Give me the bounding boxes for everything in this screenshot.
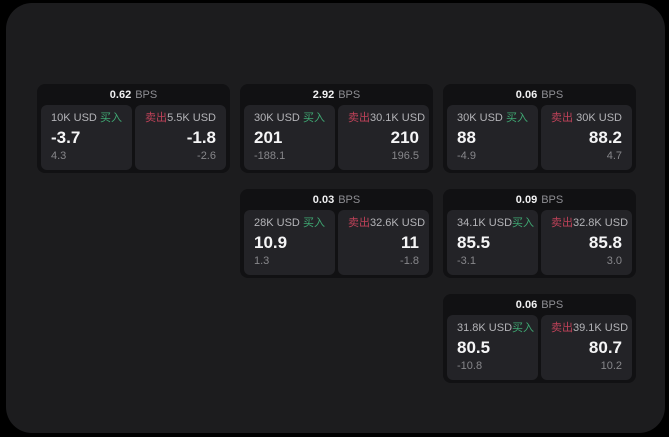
buy-sub-value: -10.8 — [457, 360, 483, 372]
quote-body: 34.1K USD 买入 85.5 -3.1 卖出 32.8K USD 85.8… — [443, 208, 636, 278]
buy-sub-value: -188.1 — [254, 150, 286, 162]
bps-unit-label: BPS — [338, 89, 361, 101]
sell-side-label: 卖出 — [551, 112, 573, 124]
sell-sub-value: 196.5 — [391, 150, 419, 162]
buy-quote-panel[interactable]: 34.1K USD 买入 85.5 -3.1 — [447, 210, 538, 275]
sell-price: 80.7 — [588, 338, 622, 357]
sell-price: 88.2 — [588, 128, 622, 147]
sell-notional: 30K USD — [576, 112, 622, 124]
sell-sub-value: 10.2 — [600, 360, 622, 372]
quote-card-1: 0.62 BPS 10K USD 买入 -3.7 4.3 卖出 5.5K USD… — [37, 84, 230, 173]
sell-sub-value: -1.8 — [400, 255, 419, 267]
sell-notional: 30.1K USD — [370, 112, 426, 124]
buy-sub-value: -3.1 — [457, 255, 476, 267]
buy-sub-value: -4.9 — [457, 150, 476, 162]
sell-quote-panel[interactable]: 卖出 30.1K USD 210 196.5 — [338, 105, 429, 170]
bps-value: 0.03 — [312, 194, 335, 206]
bps-value: 0.06 — [515, 89, 538, 101]
sell-quote-panel[interactable]: 卖出 32.6K USD 11 -1.8 — [338, 210, 429, 275]
sell-notional: 32.8K USD — [573, 217, 629, 229]
bps-header: 0.03 BPS — [240, 189, 433, 208]
bps-unit-label: BPS — [135, 89, 158, 101]
sell-price: 85.8 — [588, 233, 622, 252]
sell-price: -1.8 — [186, 128, 216, 147]
buy-side-label: 买入 — [100, 112, 122, 124]
bps-header: 0.62 BPS — [37, 84, 230, 103]
sell-notional: 5.5K USD — [167, 112, 216, 124]
sell-price: 11 — [401, 233, 419, 252]
bps-header: 0.06 BPS — [443, 294, 636, 313]
sell-side-label: 卖出 — [348, 217, 370, 229]
buy-notional: 10K USD — [51, 112, 97, 124]
quote-card-3: 0.06 BPS 30K USD 买入 88 -4.9 卖出 30K USD 8… — [443, 84, 636, 173]
sell-side-label: 卖出 — [145, 112, 167, 124]
sell-quote-panel[interactable]: 卖出 39.1K USD 80.7 10.2 — [541, 315, 632, 380]
buy-notional: 30K USD — [254, 112, 300, 124]
buy-side-label: 买入 — [512, 217, 535, 229]
buy-side-label: 买入 — [303, 217, 325, 229]
buy-price: 88 — [457, 128, 476, 147]
quote-body: 30K USD 买入 201 -188.1 卖出 30.1K USD 210 1… — [240, 103, 433, 173]
buy-quote-panel[interactable]: 28K USD 买入 10.9 1.3 — [244, 210, 335, 275]
buy-notional: 34.1K USD — [457, 217, 513, 229]
sell-side-label: 卖出 — [551, 217, 573, 229]
sell-quote-panel[interactable]: 卖出 32.8K USD 85.8 3.0 — [541, 210, 632, 275]
bps-value: 0.06 — [515, 299, 538, 311]
quote-card-6: 0.06 BPS 31.8K USD 买入 80.5 -10.8 卖出 39.1… — [443, 294, 636, 383]
bps-header: 2.92 BPS — [240, 84, 433, 103]
quote-card-2: 2.92 BPS 30K USD 买入 201 -188.1 卖出 30.1K … — [240, 84, 433, 173]
buy-side-label: 买入 — [303, 112, 325, 124]
bps-unit-label: BPS — [541, 194, 564, 206]
sell-sub-value: 3.0 — [606, 255, 622, 267]
bps-unit-label: BPS — [338, 194, 361, 206]
bps-unit-label: BPS — [541, 89, 564, 101]
sell-notional: 32.6K USD — [370, 217, 426, 229]
quote-body: 10K USD 买入 -3.7 4.3 卖出 5.5K USD -1.8 -2.… — [37, 103, 230, 173]
buy-quote-panel[interactable]: 31.8K USD 买入 80.5 -10.8 — [447, 315, 538, 380]
quote-card-4: 0.03 BPS 28K USD 买入 10.9 1.3 卖出 32.6K US… — [240, 189, 433, 278]
buy-side-label: 买入 — [512, 322, 535, 334]
sell-sub-value: 4.7 — [606, 150, 622, 162]
buy-price: -3.7 — [51, 128, 81, 147]
buy-side-label: 买入 — [506, 112, 528, 124]
bps-value: 2.92 — [312, 89, 335, 101]
sell-side-label: 卖出 — [551, 322, 573, 334]
buy-quote-panel[interactable]: 30K USD 买入 201 -188.1 — [244, 105, 335, 170]
quote-body: 28K USD 买入 10.9 1.3 卖出 32.6K USD 11 -1.8 — [240, 208, 433, 278]
buy-sub-value: 4.3 — [51, 150, 67, 162]
buy-notional: 30K USD — [457, 112, 503, 124]
sell-price: 210 — [390, 128, 419, 147]
bps-unit-label: BPS — [541, 299, 564, 311]
sell-side-label: 卖出 — [348, 112, 370, 124]
buy-sub-value: 1.3 — [254, 255, 270, 267]
sell-sub-value: -2.6 — [197, 150, 216, 162]
buy-notional: 28K USD — [254, 217, 300, 229]
buy-quote-panel[interactable]: 30K USD 买入 88 -4.9 — [447, 105, 538, 170]
sell-quote-panel[interactable]: 卖出 30K USD 88.2 4.7 — [541, 105, 632, 170]
buy-price: 10.9 — [254, 233, 288, 252]
buy-notional: 31.8K USD — [457, 322, 513, 334]
bps-header: 0.09 BPS — [443, 189, 636, 208]
sell-notional: 39.1K USD — [573, 322, 629, 334]
buy-price: 201 — [254, 128, 283, 147]
buy-price: 85.5 — [457, 233, 491, 252]
quote-body: 30K USD 买入 88 -4.9 卖出 30K USD 88.2 4.7 — [443, 103, 636, 173]
bps-header: 0.06 BPS — [443, 84, 636, 103]
buy-quote-panel[interactable]: 10K USD 买入 -3.7 4.3 — [41, 105, 132, 170]
bps-value: 0.62 — [109, 89, 132, 101]
buy-price: 80.5 — [457, 338, 491, 357]
bps-value: 0.09 — [515, 194, 538, 206]
quote-card-5: 0.09 BPS 34.1K USD 买入 85.5 -3.1 卖出 32.8K… — [443, 189, 636, 278]
quote-body: 31.8K USD 买入 80.5 -10.8 卖出 39.1K USD 80.… — [443, 313, 636, 383]
sell-quote-panel[interactable]: 卖出 5.5K USD -1.8 -2.6 — [135, 105, 226, 170]
